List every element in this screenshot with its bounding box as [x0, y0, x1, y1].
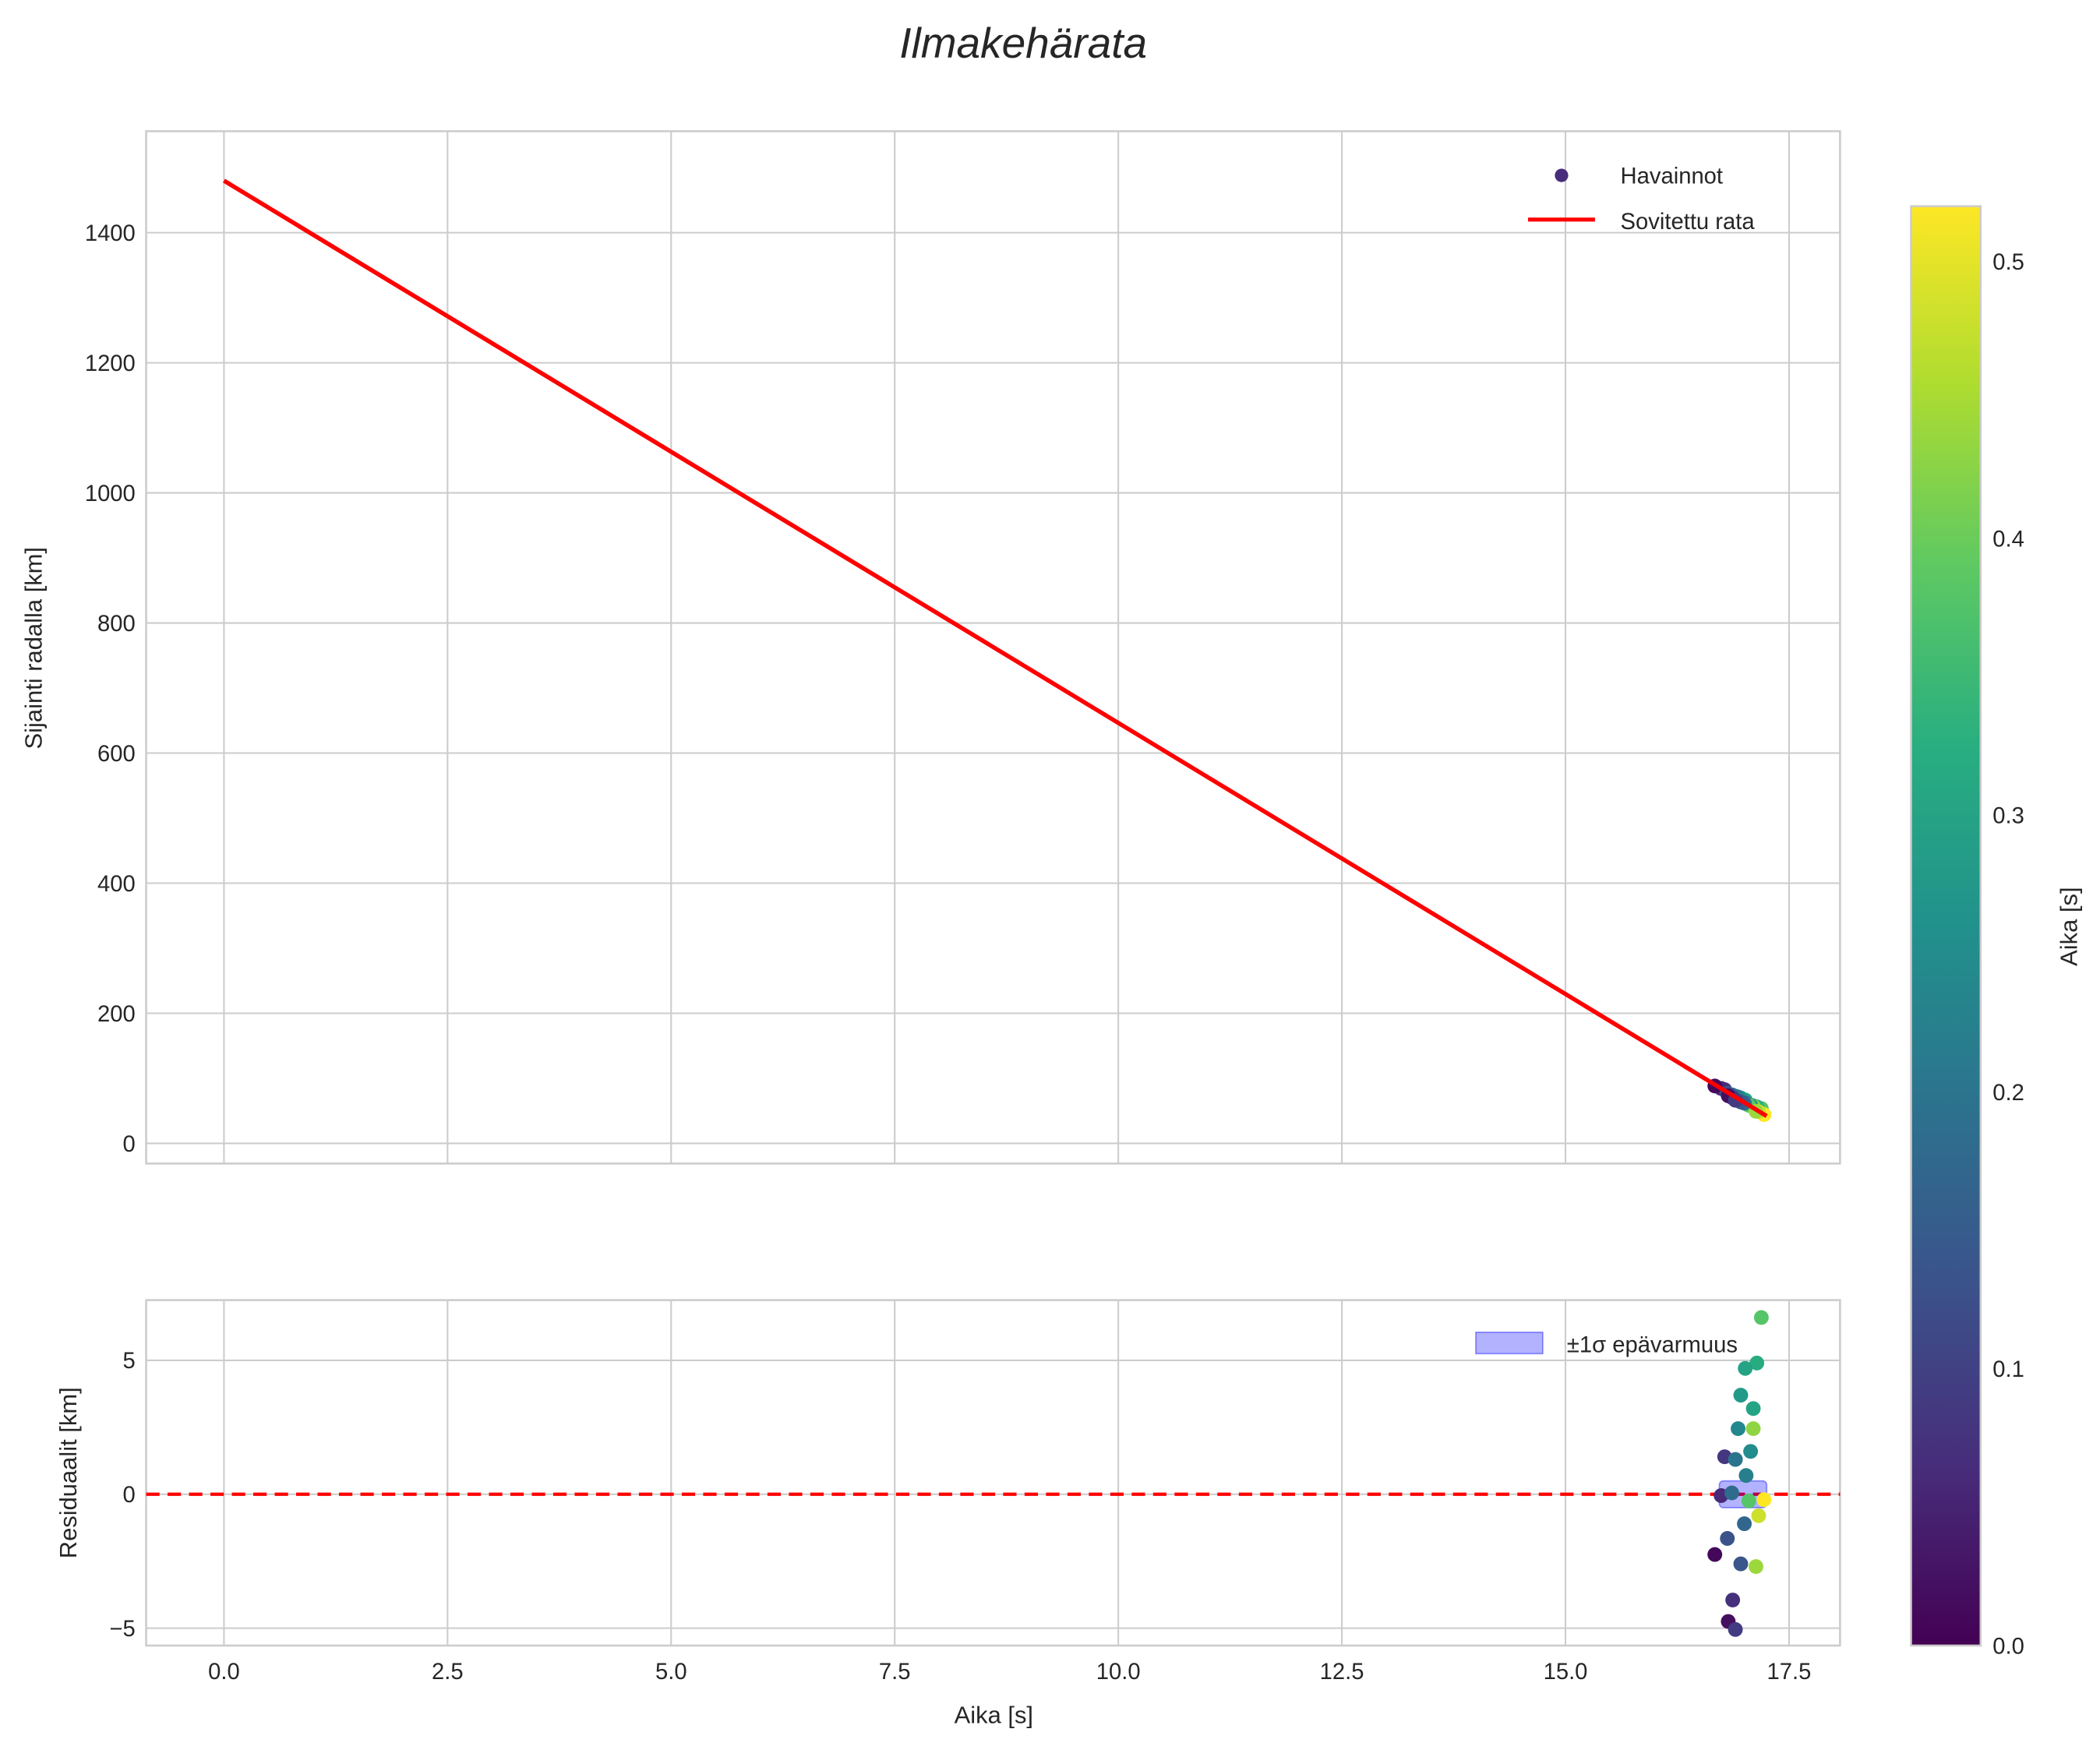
colorbar-tick-label: 0.3 [1992, 804, 2024, 829]
x-tick-label: 17.5 [1767, 1660, 1812, 1685]
legend-label-observations: Havainnot [1621, 164, 1724, 189]
residual-point [1728, 1621, 1743, 1637]
bottom-legend: ±1σ epävarmuus [1475, 1331, 1738, 1358]
top-axes: 0 200 400 600 800 1000 1200 1400 [85, 130, 1841, 1165]
residual-point [1707, 1547, 1723, 1562]
axes-frame [145, 130, 1841, 1165]
x-tick-label: 10.0 [1096, 1660, 1141, 1685]
residual-point [1745, 1401, 1761, 1417]
x-tick-label: 5.0 [655, 1660, 687, 1685]
top-y-label: Sijainti radalla [km] [20, 547, 48, 750]
colorbar-gradient [1910, 205, 1982, 1647]
y-tick-label: 1200 [85, 351, 136, 376]
y-tick-label: 1400 [85, 221, 136, 246]
residual-point [1753, 1310, 1769, 1325]
y-tick-label: −5 [110, 1617, 136, 1642]
residual-point [1743, 1444, 1759, 1459]
y-tick-label: 600 [97, 742, 136, 767]
top-legend: Havainnot Sovitettu rata [1527, 164, 1756, 235]
residual-point [1731, 1421, 1745, 1437]
legend-label-fit: Sovitettu rata [1621, 210, 1756, 235]
residual-point [1728, 1452, 1743, 1467]
x-tick-label: 7.5 [879, 1660, 911, 1685]
x-tick-label: 2.5 [432, 1660, 464, 1685]
residual-point [1749, 1355, 1765, 1371]
colorbar-label: Aika [s] [2056, 887, 2083, 965]
residual-axes: 0.0 2.5 5.0 7.5 10.0 12.5 15.0 17.5 −5 0 5 [110, 1299, 1841, 1685]
colorbar-tick-label: 0.5 [1992, 250, 2024, 275]
chart-title: Ilmakehärata [899, 19, 1147, 67]
residual-point [1738, 1468, 1754, 1484]
y-tick-label: 0 [123, 1483, 136, 1508]
x-label: Aika [s] [955, 1702, 1033, 1729]
residual-point [1745, 1421, 1761, 1437]
residual-point [1725, 1593, 1741, 1607]
bottom-y-label: Residuaalit [km] [55, 1387, 82, 1558]
residual-point [1720, 1531, 1735, 1546]
residual-point [1756, 1492, 1772, 1508]
legend-marker-band [1475, 1331, 1544, 1355]
y-tick-label: 400 [97, 872, 136, 897]
y-tick-label: 1000 [85, 482, 136, 506]
residual-point [1751, 1508, 1766, 1523]
residual-point [1749, 1559, 1763, 1575]
colorbar-tick-label: 0.1 [1992, 1357, 2024, 1382]
x-tick-label: 0.0 [208, 1660, 240, 1685]
residual-point [1741, 1493, 1756, 1508]
x-tick-label: 15.0 [1544, 1660, 1588, 1685]
residual-point [1737, 1516, 1752, 1532]
residual-point [1724, 1485, 1739, 1501]
y-tick-label: 0 [123, 1132, 136, 1157]
legend-label-band: ±1σ epävarmuus [1567, 1333, 1738, 1358]
residual-point [1733, 1556, 1749, 1572]
fitted-line [222, 178, 1768, 1118]
colorbar: 0.0 0.1 0.2 0.3 0.4 0.5 [1910, 205, 2024, 1659]
residual-point [1733, 1388, 1749, 1403]
y-tick-label: 800 [97, 612, 136, 637]
x-tick-label: 12.5 [1320, 1660, 1364, 1685]
legend-marker-observations [1555, 168, 1569, 182]
axes-frame [145, 1299, 1841, 1647]
colorbar-tick-label: 0.0 [1992, 1634, 2024, 1659]
residual-point [1738, 1360, 1753, 1376]
y-tick-label: 200 [97, 1002, 136, 1027]
y-tick-label: 5 [123, 1349, 136, 1374]
colorbar-tick-label: 0.4 [1992, 527, 2024, 552]
colorbar-tick-label: 0.2 [1992, 1081, 2024, 1106]
